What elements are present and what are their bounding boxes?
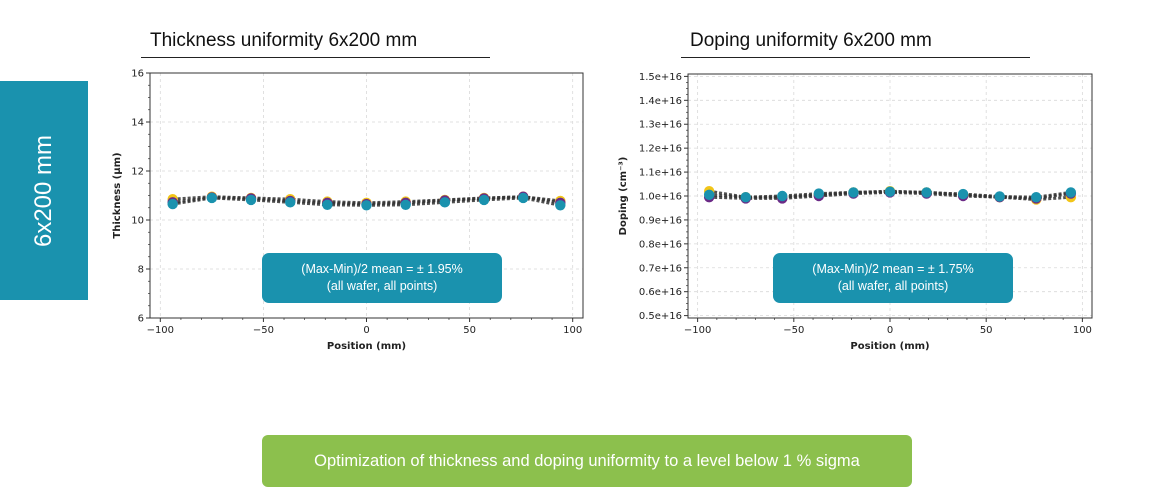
data-point: [994, 191, 1005, 202]
y-tick-label: 0.9e+16: [639, 215, 682, 226]
thickness-chart: −100 −50 0 50 100 6 8 10 12 14 16 Position (mm) Thic…: [100, 62, 600, 362]
thickness-metric-box: (Max-Min)/2 mean = ± 1.95% (all wafer, a…: [262, 253, 502, 303]
y-tick-label: 1.3e+16: [639, 120, 682, 131]
doping-metric-line2: (all wafer, all points): [837, 279, 949, 293]
doping-metric-box: (Max-Min)/2 mean = ± 1.75% (all wafer, a…: [773, 253, 1013, 303]
doping-metric-line1: (Max-Min)/2 mean = ± 1.75%: [812, 262, 974, 276]
thickness-chart-svg: −100 −50 0 50 100 6 8 10 12 14 16 Position (mm) Thic…: [112, 69, 584, 352]
y-tick-label: 0.7e+16: [639, 263, 682, 274]
y-tick-label: 1.1e+16: [639, 168, 682, 179]
data-point: [848, 187, 859, 198]
thickness-metric-line1: (Max-Min)/2 mean = ± 1.95%: [301, 262, 463, 276]
data-point: [206, 192, 218, 204]
doping-chart-svg: −100 −50 0 50 100 0.5e+16 0.6e+16 0.7e+16 0.8e+1…: [618, 72, 1093, 352]
doping-heading-rule: [681, 57, 1030, 58]
data-point: [167, 198, 178, 210]
y-axis-label: Doping (cm⁻³): [618, 157, 629, 236]
thickness-chart-heading: Thickness uniformity 6x200 mm: [150, 30, 418, 51]
data-point: [322, 199, 333, 211]
y-tick-label: 1.0e+16: [639, 192, 682, 203]
x-tick-label: −100: [147, 325, 174, 336]
y-tick-label: 0.6e+16: [639, 287, 682, 298]
x-axis-label: Position (mm): [850, 341, 929, 352]
data-point: [1031, 191, 1042, 203]
data-point: [921, 187, 932, 198]
doping-chart: −100 −50 0 50 100 0.5e+16 0.6e+16 0.7e+16 0.8e+1…: [610, 62, 1110, 362]
data-point: [1065, 187, 1077, 198]
data-point: [285, 197, 296, 208]
data-point: [478, 194, 490, 206]
side-label-panel: 6x200 mm: [0, 81, 88, 300]
y-tick-label: 8: [138, 265, 144, 276]
thickness-heading-rule: [141, 57, 490, 58]
x-tick-label: −100: [684, 325, 711, 336]
series-trend-line: [172, 196, 561, 207]
thickness-metric-line2: (all wafer, all points): [326, 279, 438, 293]
y-tick-label: 10: [131, 216, 144, 227]
x-tick-label: 100: [563, 325, 582, 336]
data-point: [400, 199, 411, 211]
data-point: [884, 186, 896, 197]
x-tick-label: 0: [363, 325, 369, 336]
x-tick-label: 50: [463, 325, 476, 336]
y-tick-label: 14: [131, 118, 144, 129]
data-point: [740, 191, 751, 203]
x-tick-label: 50: [980, 325, 993, 336]
y-tick-label: 12: [131, 167, 144, 178]
y-tick-label: 0.8e+16: [639, 239, 682, 250]
y-tick-label: 1.2e+16: [639, 144, 682, 155]
x-tick-label: −50: [253, 325, 274, 336]
y-tick-label: 16: [131, 69, 144, 80]
y-tick-label: 0.5e+16: [639, 311, 682, 322]
side-label: 6x200 mm: [30, 134, 58, 247]
data-point: [813, 188, 825, 199]
data-point: [439, 197, 451, 208]
x-tick-label: −50: [783, 325, 804, 336]
data-point: [518, 192, 529, 204]
x-tick-label: 0: [887, 325, 893, 336]
doping-chart-heading: Doping uniformity 6x200 mm: [690, 30, 932, 51]
y-tick-label: 1.5e+16: [639, 72, 682, 83]
data-point: [361, 200, 372, 211]
x-tick-label: 100: [1073, 325, 1092, 336]
conclusion-banner: Optimization of thickness and doping uni…: [262, 435, 912, 487]
data-point: [703, 189, 715, 201]
y-axis-label: Thickness (µm): [112, 152, 123, 238]
y-tick-label: 6: [138, 314, 144, 325]
data-point: [777, 190, 788, 202]
conclusion-text: Optimization of thickness and doping uni…: [314, 451, 860, 470]
y-tick-label: 1.4e+16: [639, 96, 682, 107]
data-point: [245, 194, 257, 206]
data-point: [555, 200, 566, 211]
x-axis-label: Position (mm): [327, 341, 406, 352]
data-point: [957, 188, 969, 200]
